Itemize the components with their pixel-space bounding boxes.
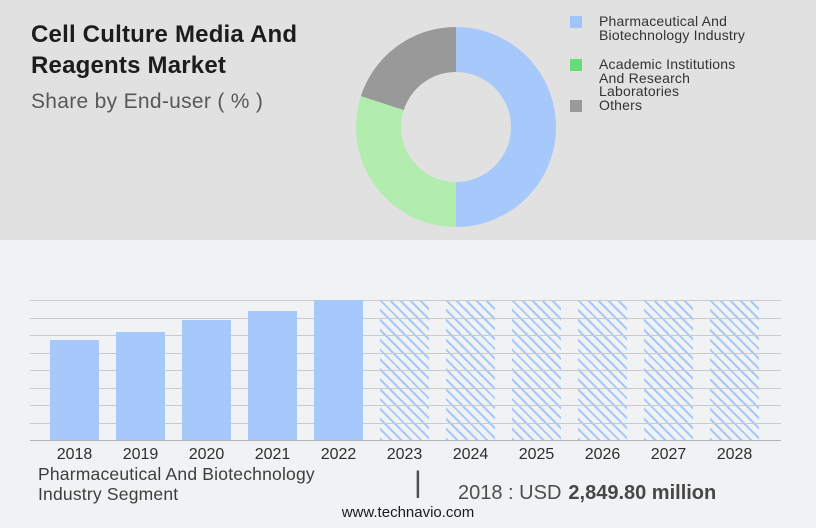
legend-label-line: And Research — [599, 69, 691, 86]
bar-2020 — [182, 320, 231, 440]
title-block: Cell Culture Media And Reagents Market S… — [31, 19, 297, 114]
x-axis-label-2022: 2022 — [320, 446, 357, 463]
market-value-amount: 2,849.80 million — [568, 482, 717, 504]
x-axis-label-2018: 2018 — [56, 446, 93, 463]
donut-chart — [356, 27, 556, 227]
gridline — [30, 405, 781, 406]
bar-2019 — [116, 332, 165, 440]
gridline — [30, 352, 781, 354]
segment-label-line-1: Pharmaceutical And Biotechnology — [38, 464, 315, 484]
legend-label: Others — [599, 96, 643, 113]
page-title-line-2: Reagents Market — [31, 52, 227, 79]
segment-label-line-2: Industry Segment — [38, 484, 179, 504]
gridline — [30, 387, 781, 389]
gridline — [30, 335, 781, 336]
gridline — [30, 370, 781, 371]
x-axis-baseline — [30, 440, 781, 441]
bar-2018 — [50, 340, 99, 440]
legend-label: Pharmaceutical And Biotechnology Industry — [599, 13, 746, 43]
page-title-line-1: Cell Culture Media And — [31, 21, 298, 48]
donut-hole — [401, 72, 511, 182]
legend-label-line: Laboratories — [599, 83, 680, 99]
x-axis-label-2020: 2020 — [188, 446, 225, 463]
x-axis-label-2019: 2019 — [122, 446, 159, 463]
trend-section: 2018 2019 2020 2021 2022 2023 2024 2025 2026 2027… — [0, 240, 816, 528]
legend-label: Academic Institutions And Research Laborat… — [599, 56, 736, 99]
legend-item-3: Others — [570, 96, 805, 113]
x-axis-label-2024: 2024 — [452, 446, 489, 463]
legend-swatch-icon — [570, 59, 582, 71]
x-axis-label-2023: 2023 — [386, 446, 423, 463]
x-axis-label-2028: 2028 — [716, 446, 753, 463]
bar-2022 — [314, 300, 363, 440]
market-value-text: 2018 : USD 2,849.80 million — [458, 482, 716, 505]
legend-label-line: Pharmaceutical And — [599, 13, 728, 29]
footer-separator: | — [414, 466, 422, 499]
legend-item-2: Academic Institutions And Research Laborat… — [570, 56, 805, 99]
website-url: www.technavio.com — [341, 504, 475, 521]
bar-chart-plot — [30, 300, 781, 441]
gridline — [30, 300, 781, 301]
legend-swatch-icon — [570, 99, 582, 112]
segment-label: Pharmaceutical And Biotechnology Industr… — [38, 464, 315, 504]
gridline — [30, 317, 781, 319]
legend-item-1: Pharmaceutical And Biotechnology Industry — [570, 13, 805, 43]
x-axis-label-2027: 2027 — [650, 446, 687, 463]
x-axis-labels: 2018 2019 2020 2021 2022 2023 2024 2025 2026 2027… — [30, 446, 781, 466]
share-section: Cell Culture Media And Reagents Market S… — [0, 0, 816, 240]
x-axis-label-2026: 2026 — [584, 446, 621, 463]
legend-label-line: Academic Institutions — [599, 56, 736, 72]
bar-2021 — [248, 311, 297, 440]
gridline — [30, 422, 781, 424]
x-axis-label-2025: 2025 — [518, 446, 555, 463]
market-value-prefix: 2018 : USD — [458, 482, 562, 504]
legend-swatch-icon — [570, 16, 582, 28]
donut-legend: Pharmaceutical And Biotechnology Industry… — [570, 13, 805, 113]
legend-label-line: Biotechnology Industry — [599, 26, 746, 43]
page-subtitle: Share by End-user ( % ) — [31, 90, 264, 113]
x-axis-label-2021: 2021 — [254, 446, 291, 463]
legend-label-line: Others — [599, 96, 643, 113]
